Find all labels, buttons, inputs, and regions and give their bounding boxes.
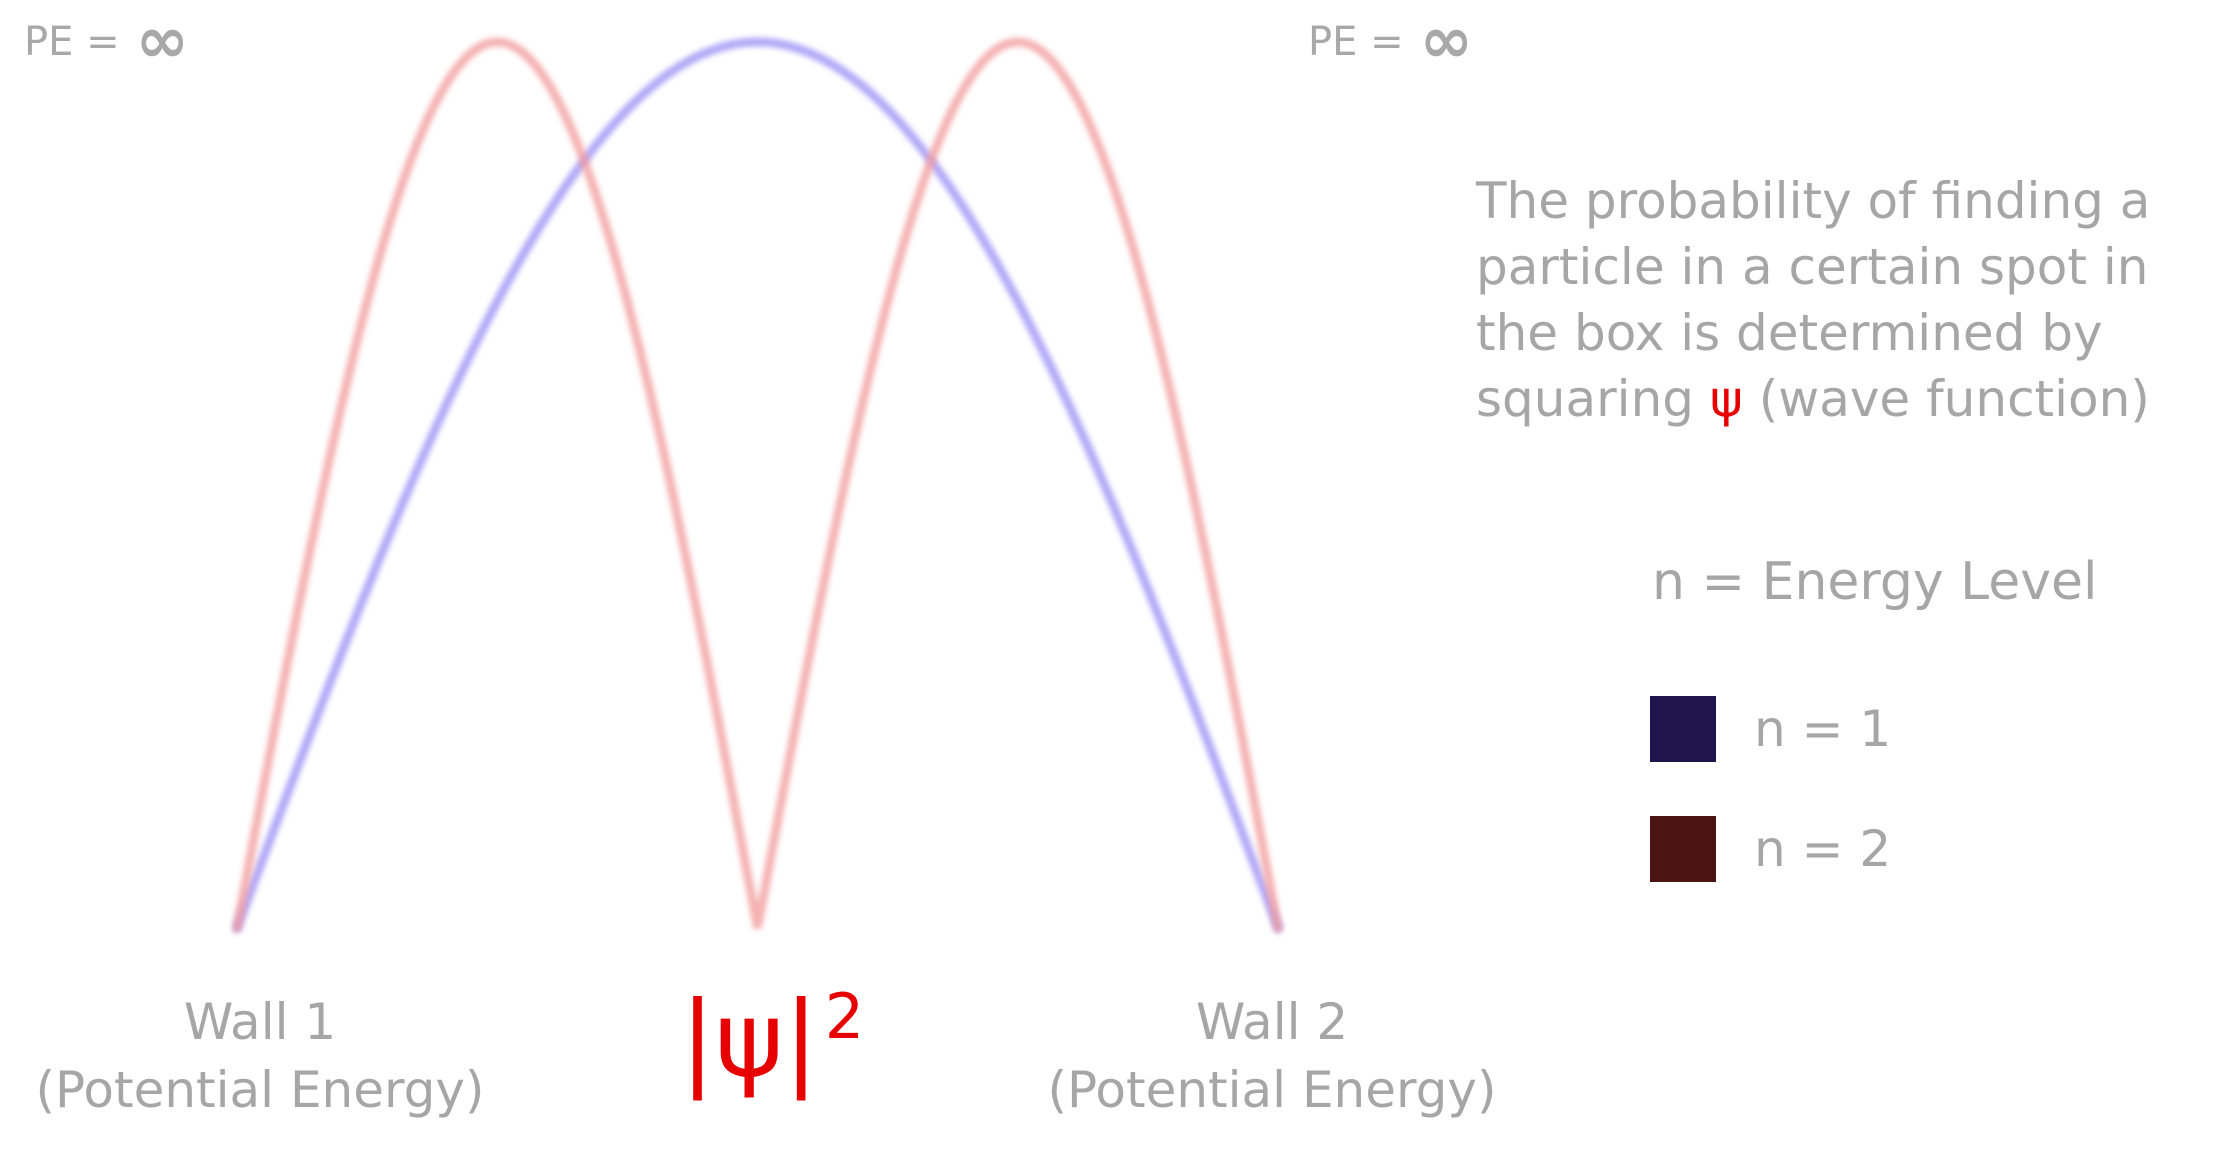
wall-1-label: Wall 1 (Potential Energy) xyxy=(10,988,510,1124)
legend-title: n = Energy Level xyxy=(1652,552,2098,612)
legend-swatch-n1 xyxy=(1650,696,1716,762)
legend-label-n1: n = 1 xyxy=(1754,700,1892,758)
pe-right-infinity-symbol: ∞ xyxy=(1419,4,1473,78)
legend-label-n2: n = 2 xyxy=(1754,820,1892,878)
pe-left-prefix: PE = xyxy=(24,18,120,65)
psi-absolute-value: |ψ| xyxy=(680,979,819,1101)
description-psi-symbol: ψ xyxy=(1709,370,1743,428)
wall-2-title: Wall 2 xyxy=(1195,993,1349,1051)
probability-density-plot xyxy=(232,37,1283,933)
wall-1-subtitle: (Potential Energy) xyxy=(35,1061,485,1119)
pe-left-label: PE = ∞ xyxy=(24,4,189,78)
description-main: The probability of finding a particle in… xyxy=(1476,172,2151,428)
legend-swatch-n2 xyxy=(1650,816,1716,882)
description-suffix: (wave function) xyxy=(1758,370,2150,428)
description-text: The probability of finding a particle in… xyxy=(1476,168,2216,432)
psi-exponent: 2 xyxy=(824,980,865,1053)
curve-n2 xyxy=(232,37,1283,933)
pe-right-label: PE = ∞ xyxy=(1308,4,1473,78)
wall-1-title: Wall 1 xyxy=(183,993,337,1051)
pe-right-prefix: PE = xyxy=(1308,18,1404,65)
psi-squared-label: |ψ|2 xyxy=(680,986,864,1093)
wall-2-label: Wall 2 (Potential Energy) xyxy=(1022,988,1522,1124)
pe-left-infinity-symbol: ∞ xyxy=(135,4,189,78)
curve-n1 xyxy=(232,37,1283,933)
legend-item-n1: n = 1 xyxy=(1650,696,1891,762)
legend-item-n2: n = 2 xyxy=(1650,816,1891,882)
wall-2-subtitle: (Potential Energy) xyxy=(1047,1061,1497,1119)
